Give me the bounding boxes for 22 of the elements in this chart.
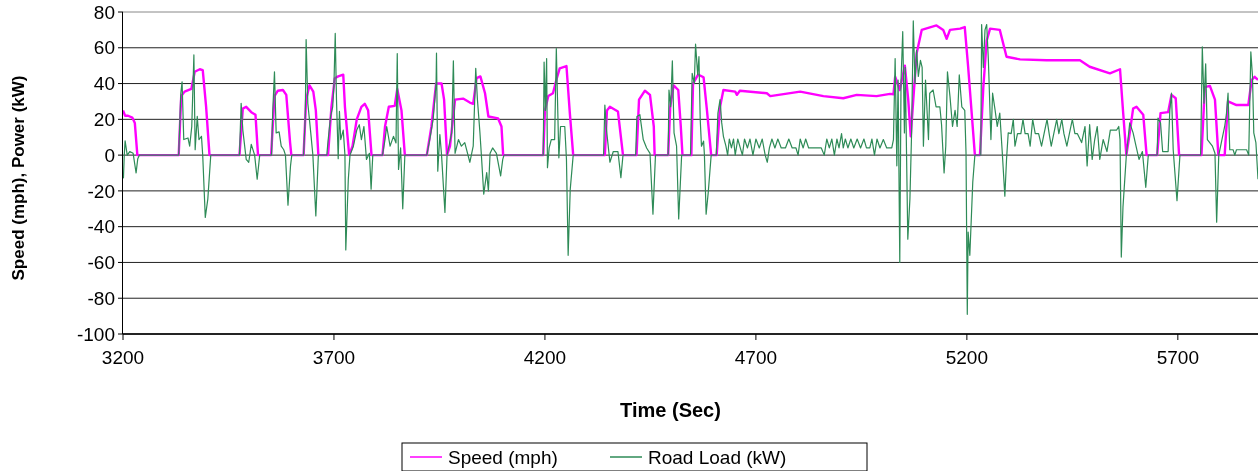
x-axis-title: Time (Sec) [620, 399, 721, 421]
y-tick-label: 20 [93, 108, 115, 130]
legend-label: Speed (mph) [448, 446, 558, 468]
x-tick-label: 5700 [1156, 347, 1199, 368]
y-axis-title: Speed (mph), Power (kW) [9, 75, 28, 281]
x-tick-label: 3700 [312, 347, 356, 368]
y-tick-label: 60 [93, 37, 115, 59]
x-tick-label: 5200 [945, 347, 989, 368]
y-tick-label: 0 [104, 144, 115, 166]
y-tick-label: 80 [93, 1, 115, 23]
x-tick-label: 3200 [101, 347, 145, 368]
x-tick-label: 4700 [734, 347, 778, 368]
y-tick-label: -100 [76, 323, 115, 345]
legend-label: Road Load (kW) [648, 446, 787, 468]
y-tick-label: 40 [93, 73, 115, 95]
line-series [123, 20, 1258, 315]
y-tick-label: -80 [87, 287, 115, 309]
x-tick-label: 4200 [523, 347, 567, 368]
line-series [123, 24, 1258, 157]
y-tick-label: -40 [87, 216, 115, 238]
y-tick-label: -20 [87, 180, 115, 202]
y-tick-label: -60 [87, 252, 115, 274]
